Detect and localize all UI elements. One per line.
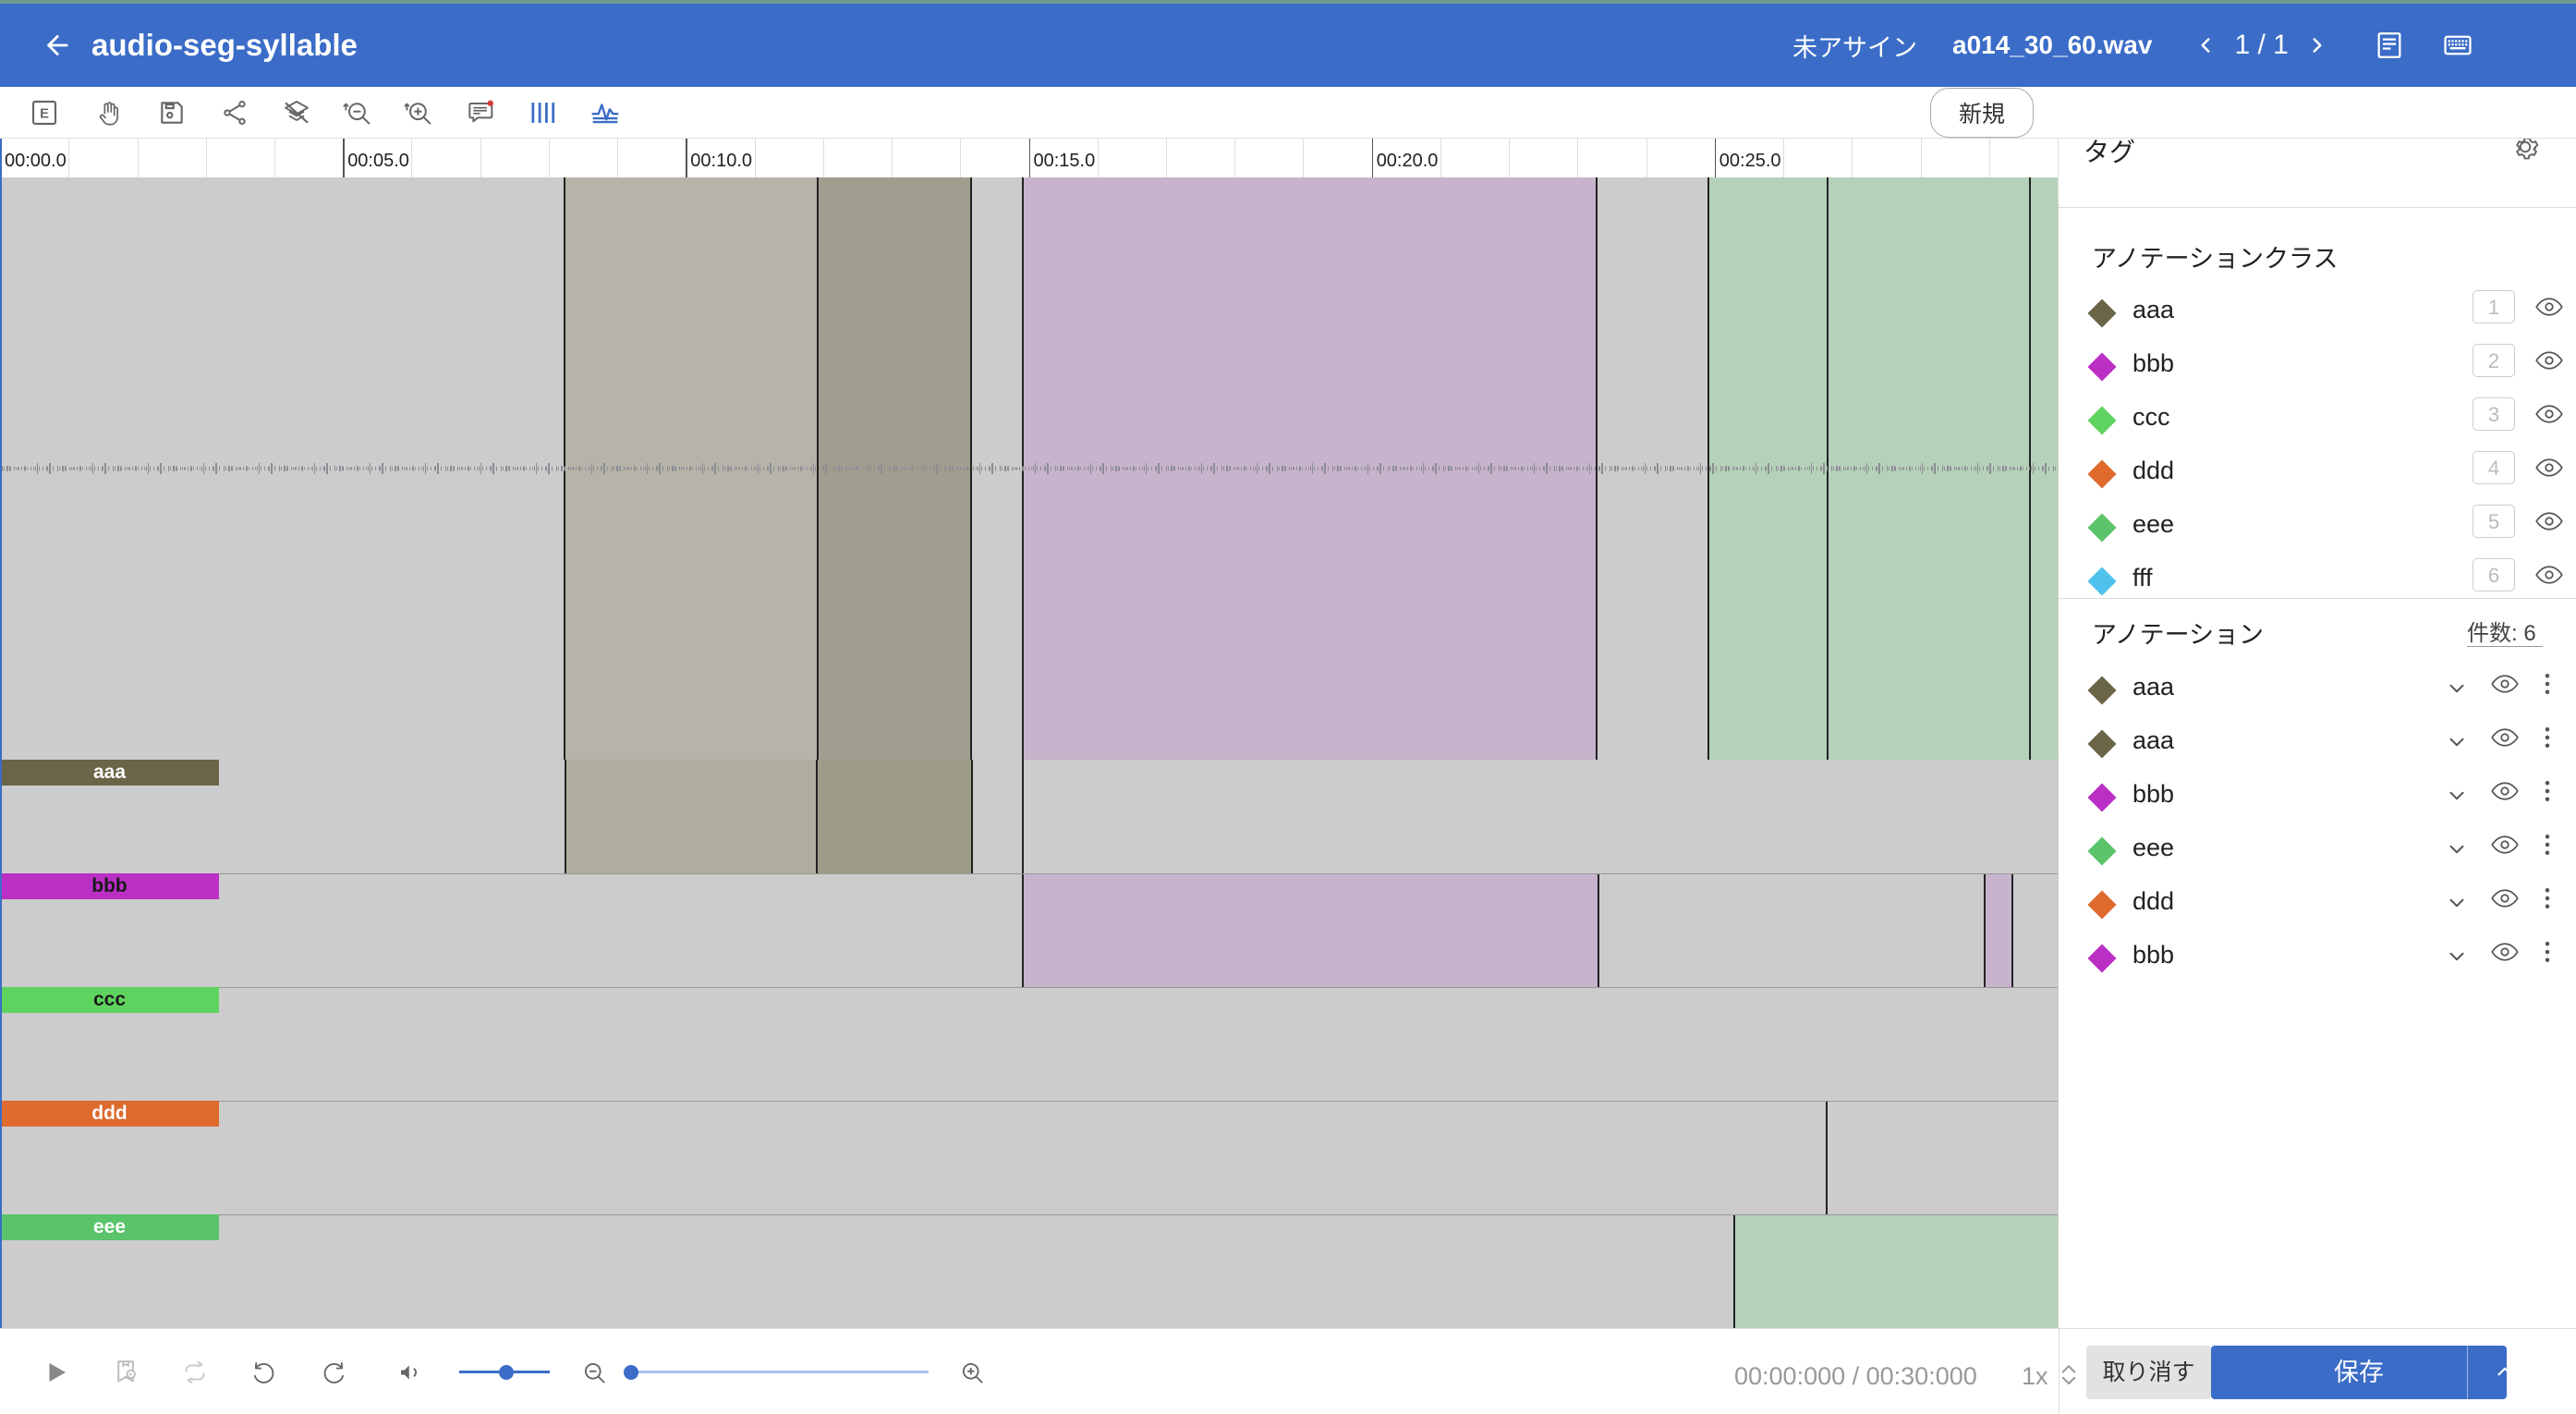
svg-text:E: E bbox=[40, 107, 49, 122]
